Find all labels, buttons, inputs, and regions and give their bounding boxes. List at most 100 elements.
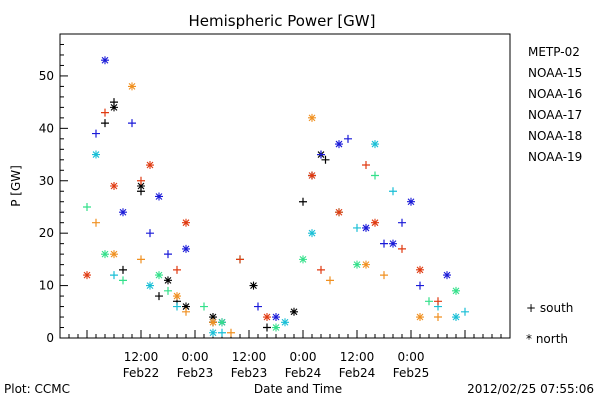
data-point-north <box>146 281 154 290</box>
data-point-south <box>236 255 244 264</box>
data-point-north <box>209 318 217 327</box>
data-point-north <box>353 260 361 269</box>
x-tick-date-label: Feb23 <box>177 366 214 380</box>
plot-frame <box>59 33 511 339</box>
y-tick-label: 50 <box>39 69 54 83</box>
x-tick-date-label: Feb24 <box>339 366 376 380</box>
data-point-south <box>263 323 271 332</box>
data-point-north <box>290 307 298 316</box>
x-axis-label: Date and Time <box>254 382 342 396</box>
data-point-south <box>353 223 361 232</box>
data-point-north <box>110 250 118 259</box>
data-point-north <box>362 223 370 232</box>
data-point-north <box>335 140 343 149</box>
data-point-north <box>308 113 316 122</box>
data-point-north <box>119 208 127 217</box>
data-point-south <box>137 176 145 185</box>
y-axis-label: P [GW] <box>9 165 23 207</box>
data-point-south <box>389 187 397 196</box>
data-point-south <box>110 271 118 280</box>
legend-entry: NOAA-16 <box>528 87 582 101</box>
data-point-north <box>155 192 163 201</box>
data-point-north <box>281 318 289 327</box>
x-tick-time-label: 12:00 <box>232 350 267 364</box>
legend-entry: METP-02 <box>528 45 580 59</box>
y-axis: 0 10 20 30 40 50 <box>39 33 68 345</box>
data-point-north <box>362 260 370 269</box>
data-point-north <box>416 265 424 274</box>
x-tick-time-label: 12:00 <box>124 350 159 364</box>
data-point-south <box>182 307 190 316</box>
data-point-south <box>227 328 235 337</box>
data-point-south <box>380 239 388 248</box>
data-point-south <box>321 155 330 164</box>
data-point-north <box>335 208 343 217</box>
data-point-south <box>326 276 334 285</box>
y-tick-label: 10 <box>39 279 54 293</box>
data-point-south <box>101 108 109 117</box>
x-tick-date-label: Feb22 <box>123 366 160 380</box>
y-tick-label: 20 <box>39 226 54 240</box>
x-tick-time-label: 12:00 <box>340 350 375 364</box>
x-tick-time-label: 0:00 <box>182 350 209 364</box>
data-point-north <box>452 286 460 295</box>
data-point-north <box>101 250 109 259</box>
legend-entry: NOAA-19 <box>528 150 582 164</box>
data-point-north <box>407 197 415 206</box>
data-point-south <box>371 171 379 180</box>
data-point-south <box>173 265 181 274</box>
legend: METP-02 NOAA-15 NOAA-16 NOAA-17 NOAA-18 NOAA-… <box>528 45 582 164</box>
data-point-south <box>164 250 172 259</box>
legend-entry: NOAA-15 <box>528 66 582 80</box>
plot-timestamp: 2012/02/25 07:55:06 <box>467 382 594 396</box>
data-point-south <box>92 129 100 138</box>
y-tick-label: 40 <box>39 121 54 135</box>
data-point-north <box>137 182 145 190</box>
data-point-south <box>398 218 406 227</box>
data-point-south <box>146 229 154 238</box>
data-point-south <box>317 150 325 159</box>
data-point-south <box>164 286 172 295</box>
data-point-south <box>434 297 442 306</box>
data-point-north <box>155 271 163 280</box>
data-point-south <box>362 161 370 170</box>
data-point-south <box>344 134 352 143</box>
plot-credit: Plot: CCMC <box>4 382 70 396</box>
marker-legend-south: + south <box>526 301 573 315</box>
data-point-north <box>416 313 424 322</box>
data-point-north <box>389 239 397 248</box>
data-point-north <box>83 271 91 280</box>
data-point-north <box>128 82 136 91</box>
x-tick-date-label: Feb23 <box>231 366 268 380</box>
data-point-north <box>182 244 190 253</box>
data-point-north <box>218 318 226 327</box>
data-point-north <box>272 313 280 322</box>
data-point-north <box>308 229 316 238</box>
data-point-north <box>308 171 316 180</box>
data-point-north <box>173 292 181 301</box>
data-point-north <box>371 218 379 227</box>
data-point-north <box>299 255 307 264</box>
data-point-south <box>101 119 109 128</box>
data-point-north <box>146 161 154 170</box>
x-axis: 12:00 Feb22 0:00 Feb23 12:00 Feb23 0:00 Feb24 12… <box>59 330 511 380</box>
data-point-south <box>461 307 469 316</box>
data-point-north <box>164 276 172 285</box>
data-point-north <box>92 150 100 159</box>
data-point-south <box>254 302 262 311</box>
data-point-south <box>119 265 127 274</box>
data-point-north <box>182 218 190 227</box>
data-point-south <box>137 255 145 264</box>
chart-title: Hemispheric Power [GW] <box>189 12 376 30</box>
data-point-north <box>249 281 258 290</box>
legend-entry: NOAA-17 <box>528 108 582 122</box>
y-tick-label: 30 <box>39 174 54 188</box>
data-point-north <box>263 313 271 322</box>
data-point-south <box>380 271 388 280</box>
x-tick-time-label: 0:00 <box>398 350 425 364</box>
y-tick-label: 0 <box>46 331 54 345</box>
data-point-north <box>110 182 118 190</box>
data-point-north <box>452 313 460 322</box>
marker-legend-north: * north <box>526 332 568 346</box>
x-tick-date-label: Feb24 <box>285 366 322 380</box>
